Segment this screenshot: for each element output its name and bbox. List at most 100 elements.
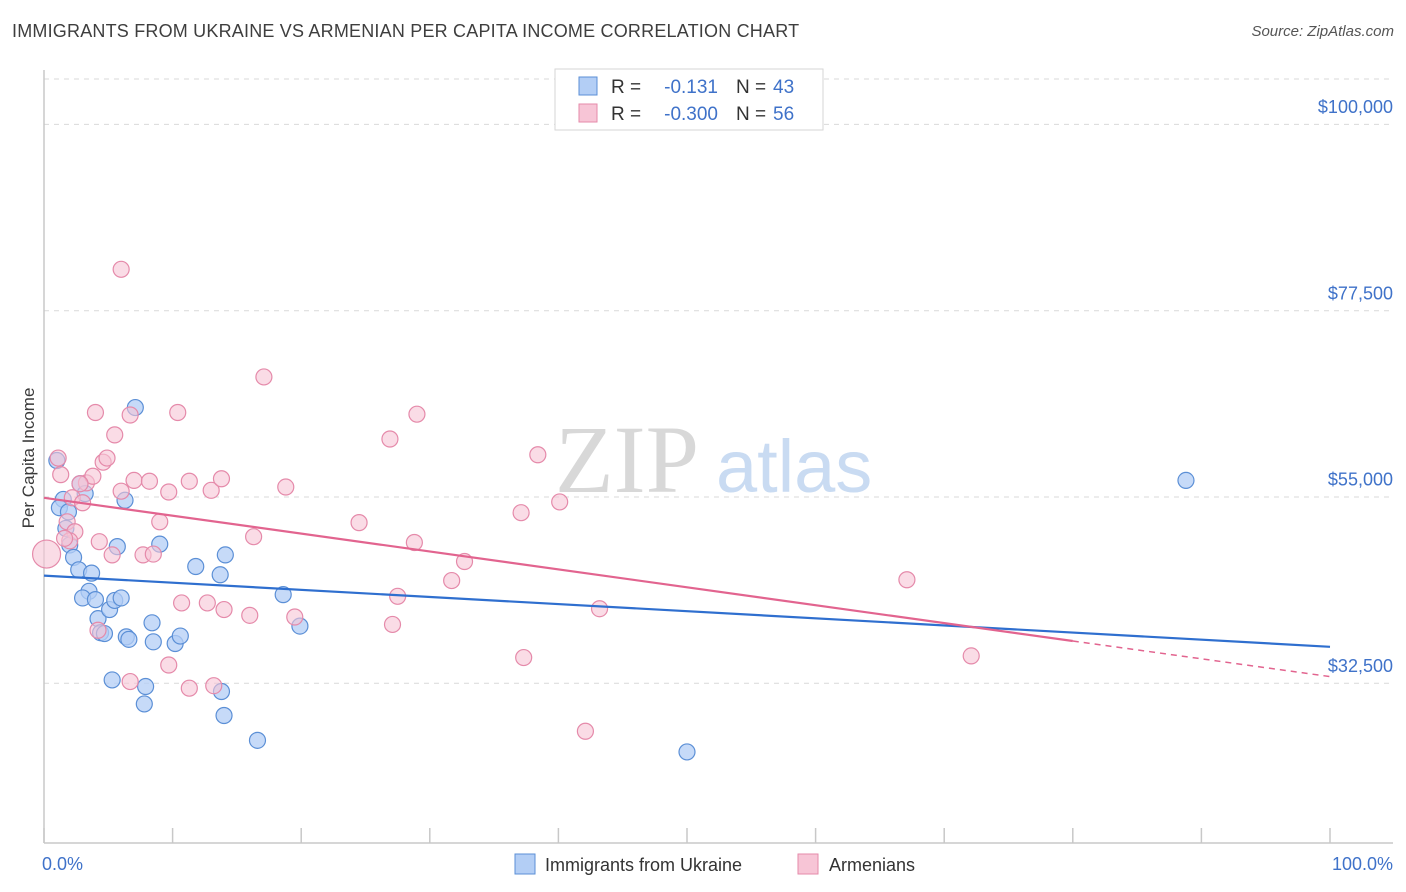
trend-line-armenian	[43, 496, 1073, 643]
chart-source: Source: ZipAtlas.com	[1251, 23, 1394, 40]
armenian-point-15	[98, 449, 116, 467]
armenian-point-53	[515, 648, 533, 667]
ukraine-point-28	[143, 614, 161, 632]
trend-line-ukraine	[43, 574, 1331, 648]
armenian-point-16	[106, 426, 124, 444]
armenian-point-39	[180, 679, 198, 697]
y-tick-label-1: $77,500	[1328, 283, 1393, 303]
armenian-point-20	[112, 260, 130, 278]
armenian-point-54	[529, 446, 547, 464]
legend-r-label-ukraine: R =	[611, 77, 641, 98]
x-tick-label-min: 0.0%	[42, 854, 83, 874]
armenian-point-59	[962, 647, 980, 665]
armenian-point-50	[443, 571, 461, 590]
armenian-point-37	[277, 478, 295, 496]
ukraine-point-29	[144, 633, 162, 651]
armenian-point-35	[241, 606, 259, 624]
armenian-point-19	[121, 406, 139, 424]
armenian-point-52	[512, 504, 530, 522]
ukraine-point-33	[187, 557, 205, 576]
legend-n-value-ukraine: 43	[773, 77, 794, 98]
legend-r-value-armenian: -0.300	[664, 104, 718, 125]
armenian-point-30	[198, 594, 216, 612]
ukraine-point-41	[678, 743, 696, 761]
armenian-point-2	[52, 466, 70, 484]
armenian-point-33	[215, 600, 233, 619]
armenian-point-41	[205, 677, 223, 695]
ukraine-point-20	[112, 589, 130, 607]
bottom-legend-label-ukraine: Immigrants from Ukraine	[545, 855, 742, 875]
armenian-point-29	[180, 472, 198, 490]
armenian-point-57	[590, 600, 609, 618]
ukraine-point-32	[171, 627, 189, 645]
ukraine-point-27	[135, 695, 153, 713]
armenian-point-10	[71, 475, 89, 493]
armenian-point-17	[103, 546, 121, 564]
ukraine-point-34	[211, 566, 229, 584]
stats-legend-box	[554, 68, 824, 131]
legend-n-value-armenian: 56	[773, 104, 794, 125]
watermark: ZIP atlas	[555, 406, 872, 513]
armenian-point-18	[112, 482, 130, 500]
trend-line-armenian-extension	[1072, 640, 1331, 678]
armenian-point-1	[49, 449, 67, 467]
armenian-point-58	[898, 571, 916, 589]
ukraine-point-42	[1177, 471, 1195, 490]
armenian-point-25	[151, 513, 169, 531]
armenian-point-31	[202, 481, 220, 499]
armenian-point-12	[86, 403, 105, 422]
armenian-point-34	[245, 528, 263, 546]
armenian-point-26	[160, 483, 178, 501]
y-axis-tick-labels: $100,000 $77,500 $55,000 $32,500	[1318, 97, 1393, 676]
armenian-point-9	[84, 467, 102, 485]
ukraine-point-25	[103, 671, 121, 689]
ukraine-point-35	[216, 546, 234, 564]
y-tick-label-0: $100,000	[1318, 97, 1393, 117]
watermark-atlas: atlas	[716, 425, 872, 508]
armenian-point-44	[350, 514, 368, 532]
x-axis-ticks	[43, 828, 1331, 843]
armenian-point-36	[255, 368, 273, 386]
legend-r-value-ukraine: -0.131	[664, 77, 718, 98]
armenian-point-46	[383, 615, 402, 634]
legend-n-label-ukraine: N =	[736, 77, 766, 98]
ukraine-point-39	[274, 586, 292, 604]
armenian-point-28	[173, 594, 191, 612]
ukraine-point-23	[120, 630, 138, 648]
armenian-point-32	[212, 470, 231, 488]
armenian-point-56	[576, 722, 595, 740]
legend-swatch-ukraine	[578, 76, 598, 96]
y-axis-label: Per Capita Income	[19, 388, 38, 529]
armenian-point-48	[405, 533, 423, 552]
armenian-point-49	[408, 405, 426, 423]
armenian-point-23	[140, 472, 159, 490]
trend-lines	[43, 496, 1331, 678]
legend-swatch-armenian	[578, 103, 598, 123]
bottom-legend-swatch-ukraine	[514, 853, 536, 875]
y-tick-label-2: $55,000	[1328, 470, 1393, 490]
armenian-point-27	[169, 403, 187, 422]
armenian-point-21	[125, 471, 143, 490]
armenian-point-45	[381, 430, 399, 448]
series-legend: Immigrants from Ukraine Armenians	[514, 853, 915, 875]
armenian-point-40	[160, 656, 178, 674]
armenian-point-13	[90, 533, 108, 551]
watermark-zip: ZIP	[555, 406, 699, 513]
ukraine-point-26	[136, 677, 155, 696]
bottom-legend-label-armenian: Armenians	[829, 855, 915, 875]
chart-title: IMMIGRANTS FROM UKRAINE VS ARMENIAN PER …	[12, 21, 800, 41]
legend-n-label-armenian: N =	[736, 104, 766, 125]
armenian-point-0	[31, 539, 62, 569]
armenian-point-24	[144, 545, 162, 563]
armenian-point-42	[89, 621, 107, 639]
series-armenian-points	[31, 260, 980, 740]
bottom-legend-swatch-armenian	[797, 853, 819, 875]
armenian-point-43	[121, 672, 139, 691]
ukraine-point-37	[215, 706, 233, 725]
armenian-point-38	[286, 608, 304, 626]
armenian-point-55	[551, 493, 569, 511]
x-tick-label-max: 100.0%	[1332, 854, 1393, 874]
legend-r-label-armenian: R =	[611, 104, 641, 125]
y-tick-label-3: $32,500	[1328, 656, 1393, 676]
